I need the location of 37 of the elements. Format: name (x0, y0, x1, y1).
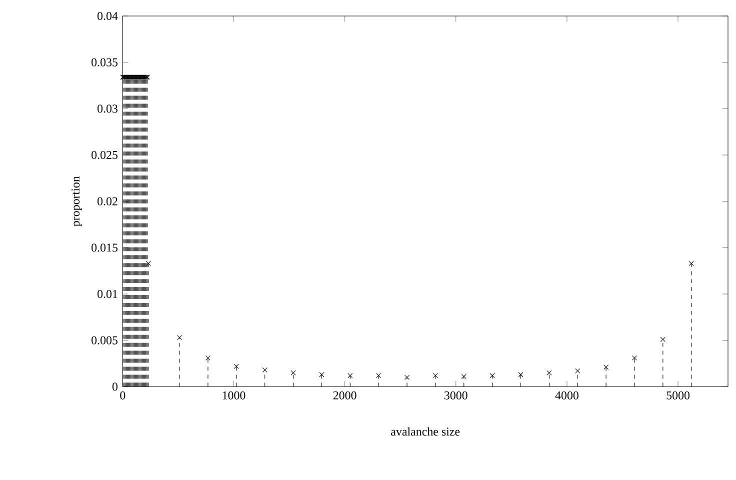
point (490, 373, 495, 378)
point (660, 336, 666, 342)
y-tick-label: 0.03 (98, 104, 118, 113)
y-tick-label: 0.02 (98, 197, 118, 206)
point (234, 364, 239, 369)
x-tick-label: 5000 (666, 391, 690, 400)
point (632, 355, 638, 360)
point (290, 370, 296, 376)
y-axis-title: proportion (71, 176, 82, 226)
x-tick-label: 4000 (555, 391, 578, 400)
point (262, 367, 268, 373)
point (319, 372, 324, 378)
x-axis-title: avalanche size (391, 427, 460, 436)
y-tick-label: 0.04 (98, 12, 118, 20)
point (177, 335, 182, 340)
x-tick-label: 2000 (333, 391, 356, 400)
point (461, 374, 466, 379)
x-tick-label: 0 (120, 391, 126, 400)
point (376, 373, 382, 378)
point (604, 364, 609, 370)
point (575, 368, 580, 374)
point (146, 260, 151, 266)
point (518, 372, 524, 378)
y-tick-label: 0.015 (92, 244, 118, 252)
point (432, 373, 438, 378)
point (348, 373, 353, 378)
point (205, 355, 210, 360)
point (546, 370, 552, 376)
point (688, 260, 694, 266)
x-tick-label: 1000 (222, 391, 246, 400)
y-tick-label: 0.01 (98, 290, 118, 298)
y-tick-label: 0.005 (92, 336, 118, 344)
y-tick-label: 0 (112, 382, 118, 391)
point (404, 374, 410, 380)
y-tick-label: 0.025 (92, 150, 118, 160)
y-tick-label: 0.035 (92, 58, 118, 66)
x-tick-label: 3000 (444, 391, 468, 400)
